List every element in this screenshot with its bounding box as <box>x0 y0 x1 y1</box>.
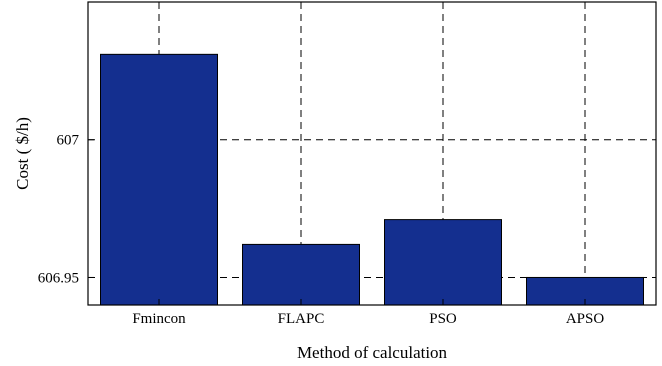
x-tick-label: APSO <box>566 311 605 327</box>
bars <box>100 53 644 306</box>
bar-pso <box>384 219 502 306</box>
x-tick-label: Fmincon <box>132 311 186 327</box>
y-tick-label: 607 <box>57 133 80 149</box>
x-tick-label: PSO <box>429 311 457 327</box>
x-tick-label: FLAPC <box>278 311 325 327</box>
y-ticks: 606.95 607 <box>38 133 94 286</box>
y-axis-label: Cost ( $/h) <box>13 117 32 190</box>
bar-flapc <box>242 243 360 306</box>
x-axis-label: Method of calculation <box>297 343 448 362</box>
bar-fmincon <box>100 53 218 306</box>
x-ticks: Fmincon FLAPC PSO APSO <box>132 299 604 327</box>
plot-frame <box>87 1 657 306</box>
y-tick-label: 606.95 <box>38 270 79 286</box>
